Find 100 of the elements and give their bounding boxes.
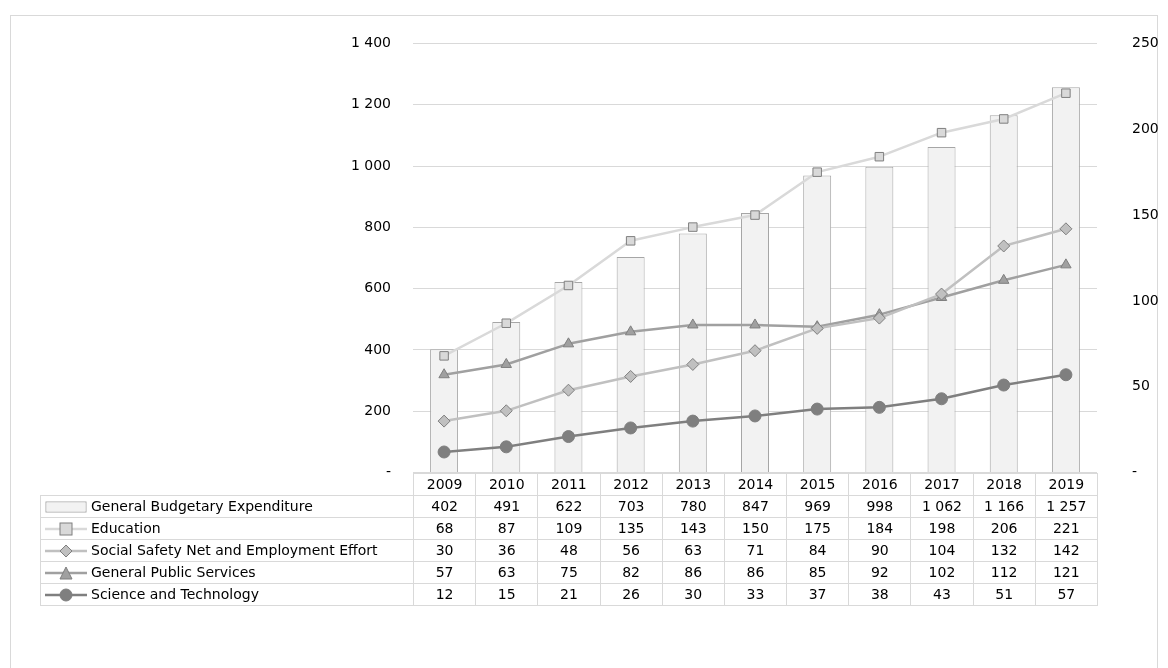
data-label: 121 [1035, 561, 1098, 584]
data-label: 847 [724, 495, 787, 518]
point [1060, 258, 1072, 269]
data-label: 206 [973, 517, 1036, 540]
data-label: 84 [786, 539, 849, 562]
point [624, 325, 637, 336]
y-tick-label: 1 000 [350, 156, 391, 173]
point [561, 430, 575, 444]
data-label: 57 [413, 561, 476, 584]
x-tick-label: 2013 [662, 473, 725, 496]
data-label: 86 [724, 561, 787, 584]
x-tick-label: 2010 [475, 473, 538, 496]
y-tick-label: 600 [364, 279, 391, 296]
data-label: 21 [537, 583, 601, 606]
data-label: 37 [786, 583, 849, 606]
point [874, 151, 885, 162]
data-label: 780 [662, 495, 725, 518]
data-label: 56 [600, 539, 663, 562]
x-tick-label: 2012 [600, 473, 663, 496]
y2-tick-label: 50 [1132, 377, 1150, 394]
data-label: 75 [537, 561, 601, 584]
legend-label: Education [91, 520, 161, 537]
point [810, 321, 824, 335]
y-tick-label: 1 200 [350, 95, 391, 112]
data-label: 43 [910, 583, 974, 606]
point [936, 127, 947, 138]
point [748, 344, 762, 358]
point [501, 318, 512, 328]
data-label: 221 [1035, 517, 1098, 540]
data-label: 112 [973, 561, 1036, 584]
point [624, 421, 638, 435]
data-label: 1 062 [910, 495, 974, 518]
point [687, 318, 699, 329]
data-label: 30 [662, 583, 725, 606]
point [748, 409, 762, 423]
point [562, 337, 575, 348]
point [998, 273, 1010, 284]
x-tick-label: 2016 [848, 473, 911, 496]
data-label: 132 [973, 539, 1036, 562]
data-label: 92 [848, 561, 911, 584]
data-label: 63 [662, 539, 725, 562]
point [561, 383, 575, 397]
data-label: 71 [724, 539, 787, 562]
data-label: 30 [413, 539, 476, 562]
data-label: 90 [848, 539, 911, 562]
y-tick-label: - [385, 463, 391, 480]
y2-tick-label: 250 [1132, 34, 1159, 51]
data-label: 109 [537, 517, 601, 540]
data-label: 26 [600, 583, 663, 606]
x-tick-label: 2019 [1035, 473, 1098, 496]
data-label: 175 [786, 517, 849, 540]
point [997, 378, 1011, 392]
data-label: 102 [910, 561, 974, 584]
data-label: 82 [600, 561, 663, 584]
x-tick-label: 2011 [537, 473, 601, 496]
y2-tick-label: - [1132, 463, 1138, 480]
point [750, 210, 760, 220]
data-label: 87 [475, 517, 538, 540]
x-tick-label: 2014 [724, 473, 787, 496]
point [499, 404, 513, 418]
data-label: 85 [786, 561, 849, 584]
data-label: 33 [724, 583, 787, 606]
legend-label: General Public Services [91, 564, 256, 581]
data-label: 51 [973, 583, 1036, 606]
point [500, 357, 512, 368]
y-tick-label: 400 [364, 340, 391, 357]
point [812, 167, 822, 177]
data-label: 143 [662, 517, 725, 540]
x-tick-label: 2009 [413, 473, 476, 496]
data-label: 48 [537, 539, 601, 562]
point [688, 222, 698, 232]
y2-tick-label: 200 [1132, 119, 1159, 136]
data-label: 142 [1035, 539, 1098, 562]
data-label: 12 [413, 583, 476, 606]
point [935, 392, 949, 406]
point [872, 400, 886, 414]
y-tick-label: 1 400 [350, 34, 391, 51]
data-label: 402 [413, 495, 476, 518]
x-tick-label: 2017 [910, 473, 974, 496]
data-label: 703 [600, 495, 663, 518]
data-label: 63 [475, 561, 538, 584]
data-label: 38 [848, 583, 911, 606]
point [563, 280, 574, 291]
point [1059, 222, 1073, 236]
point [438, 368, 450, 379]
data-label: 36 [475, 539, 538, 562]
y2-tick-label: 100 [1132, 291, 1159, 308]
data-label: 104 [910, 539, 974, 562]
point [686, 414, 700, 428]
point [998, 114, 1009, 124]
point [872, 311, 886, 325]
point [749, 318, 761, 329]
x-tick-label: 2018 [973, 473, 1036, 496]
data-label: 68 [413, 517, 476, 540]
legend-label: Science and Technology [91, 586, 259, 603]
data-label: 57 [1035, 583, 1098, 606]
data-label: 998 [848, 495, 911, 518]
data-label: 622 [537, 495, 601, 518]
point [437, 414, 451, 428]
point [1059, 368, 1073, 382]
